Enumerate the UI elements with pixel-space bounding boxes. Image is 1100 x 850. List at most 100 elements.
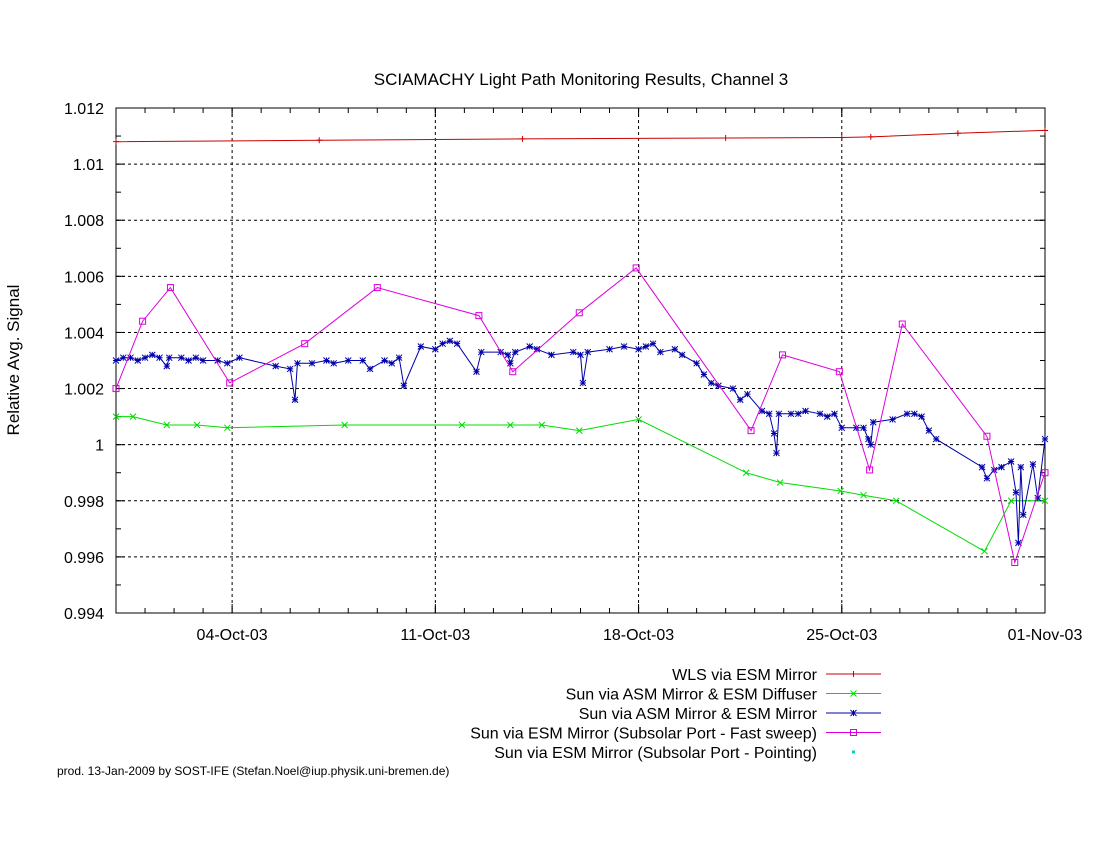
data-point (869, 418, 877, 426)
series-line (115, 267, 1046, 565)
data-point (837, 487, 844, 495)
data-point (932, 435, 940, 443)
x-tick-label: 04-Oct-03 (197, 627, 268, 644)
data-point (148, 351, 156, 359)
data-point (1015, 539, 1022, 547)
data-point (134, 357, 142, 364)
y-tick-label: 0.994 (64, 606, 104, 623)
data-point (656, 348, 664, 356)
data-point (903, 410, 911, 418)
data-point (579, 379, 587, 387)
data-point (635, 345, 642, 353)
axis-ticks: 0.994 0.996 0.998 1 1.002 1.004 1.006 1.008 1.01… (64, 101, 1083, 644)
data-point (506, 359, 514, 367)
data-point (606, 345, 613, 353)
data-point (577, 351, 584, 359)
data-point (773, 449, 780, 457)
data-point (1019, 511, 1027, 519)
legend-entry: Sun via ESM Mirror (Subsolar Port - Poin… (494, 745, 855, 762)
data-point (852, 750, 855, 754)
data-point (671, 345, 679, 353)
data-point (715, 382, 722, 390)
data-point (1042, 127, 1048, 134)
data-point (301, 340, 309, 348)
data-point (865, 435, 872, 443)
data-point (954, 130, 961, 137)
series-2 (112, 413, 1049, 555)
data-point (199, 357, 207, 364)
data-point (693, 359, 700, 367)
data-point (316, 137, 323, 144)
legend-label: Sun via ASM Mirror & ESM Mirror (579, 706, 818, 723)
data-point (1041, 497, 1049, 505)
y-tick-label: 1 (95, 438, 104, 455)
data-point (214, 357, 221, 364)
data-point (860, 491, 867, 499)
data-point (177, 354, 185, 362)
data-point (678, 351, 686, 359)
legend-entry: Sun via ASM Mirror & ESM Mirror (579, 706, 881, 723)
data-point (475, 312, 483, 320)
data-point (381, 357, 388, 364)
data-point (925, 427, 933, 434)
footer-credit: prod. 13-Jan-2009 by SOST-IFE (Stefan.No… (57, 764, 449, 778)
y-tick-label: 1.008 (64, 213, 104, 230)
data-point (112, 413, 120, 420)
data-point (129, 413, 137, 420)
legend-label: Sun via ESM Mirror (Subsolar Port - Fast… (470, 726, 817, 743)
data-point (519, 135, 526, 142)
data-point (193, 421, 201, 429)
data-point (400, 382, 408, 390)
data-point (779, 351, 787, 359)
data-point (649, 340, 657, 348)
data-point (787, 410, 795, 418)
data-point (850, 729, 857, 736)
data-point (867, 441, 875, 449)
data-point (1041, 469, 1049, 477)
data-point (165, 354, 173, 362)
data-point (163, 421, 171, 429)
legend-label: Sun via ESM Mirror (Subsolar Port - Poin… (494, 745, 817, 762)
data-point (816, 410, 824, 418)
data-point (707, 379, 715, 387)
data-point (417, 343, 425, 350)
grid-lines (116, 108, 1045, 613)
data-point (341, 421, 348, 429)
legend-entry: WLS via ESM Mirror (672, 667, 881, 684)
data-point (978, 463, 986, 471)
data-point (236, 354, 243, 362)
data-point (458, 421, 466, 429)
data-point (308, 359, 316, 367)
data-point (1017, 463, 1025, 471)
data-point (998, 463, 1005, 471)
data-point (330, 359, 338, 367)
data-point (765, 410, 773, 418)
data-point (388, 359, 396, 367)
data-point (860, 424, 867, 432)
data-point (323, 357, 330, 364)
data-point (112, 357, 120, 364)
data-point (477, 348, 485, 356)
data-point (747, 427, 755, 435)
data-point (1007, 497, 1015, 505)
data-point (794, 410, 802, 418)
data-point (918, 413, 925, 420)
data-point (831, 410, 838, 418)
data-point (775, 410, 783, 418)
legend-entry: Sun via ESM Mirror (Subsolar Port - Fast… (470, 726, 881, 743)
data-point (700, 371, 708, 378)
data-point (722, 135, 729, 142)
data-point (1034, 494, 1042, 502)
data-point (223, 424, 231, 432)
data-point (802, 407, 809, 415)
data-point (112, 385, 120, 393)
data-point (569, 348, 577, 356)
data-point (850, 690, 857, 697)
y-tick-label: 1.002 (64, 382, 104, 399)
data-point (359, 357, 367, 364)
data-point (185, 357, 192, 364)
data-point (431, 345, 439, 353)
data-point (898, 320, 906, 328)
y-tick-label: 1.01 (73, 157, 104, 174)
